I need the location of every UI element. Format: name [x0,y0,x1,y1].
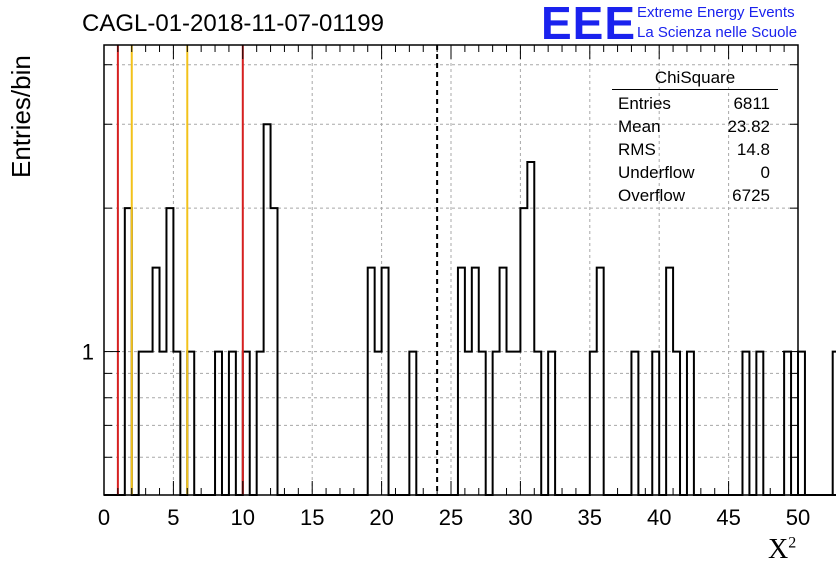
stats-value: 6725 [732,186,770,205]
histogram-bar [798,352,805,495]
stats-title: ChiSquare [612,68,778,90]
stats-row: Underflow 0 [612,161,778,184]
histogram-bar [500,268,507,495]
x-tick-label: 25 [439,505,463,530]
stats-box: ChiSquare Entries 6811 Mean 23.82 RMS 14.8 Und… [612,68,778,207]
x-tick-label: 50 [786,505,810,530]
histogram-bar [382,268,389,495]
x-tick-label: 15 [300,505,324,530]
x-tick-label: 5 [167,505,179,530]
histogram-bar [527,162,534,495]
stats-value: 14.8 [736,140,770,159]
stats-row: RMS 14.8 [612,138,778,161]
histogram-outline [104,123,836,496]
x-tick-label: 10 [231,505,255,530]
y-tick-label: 1 [82,340,94,365]
histogram-bar [597,268,604,495]
histogram-bar [666,268,673,495]
x-tick-label: 20 [369,505,393,530]
histogram-bar [368,268,375,495]
stats-row: Mean 23.82 [612,115,778,138]
histogram-bar [472,268,479,495]
stats-label: Overflow [618,186,686,205]
chart-title: CAGL-01-2018-11-07-01199 [82,10,384,37]
x-tick-label: 40 [647,505,671,530]
logo-line-2: La Scienza nelle Scuole [637,24,798,41]
stats-value: 23.82 [727,117,770,136]
stats-value: 0 [760,163,770,182]
stats-row: Entries 6811 [612,92,778,115]
x-axis-label: X2 [768,534,797,565]
x-tick-label: 30 [508,505,532,530]
x-tick-label: 45 [716,505,740,530]
x-tick-label: 35 [578,505,602,530]
stats-label: Entries [618,94,671,113]
eee-logo: EEE [541,0,637,49]
histogram-bar [458,268,465,495]
stats-label: Underflow [618,163,695,182]
histogram-bar [264,124,271,495]
histogram-bar [153,268,160,495]
x-tick-label: 0 [98,505,110,530]
logo-line-1: Extreme Energy Events [637,4,795,21]
stats-label: RMS [618,140,656,159]
stats-row: Overflow 6725 [612,184,778,207]
stats-label: Mean [618,117,661,136]
stats-value: 6811 [733,94,770,113]
